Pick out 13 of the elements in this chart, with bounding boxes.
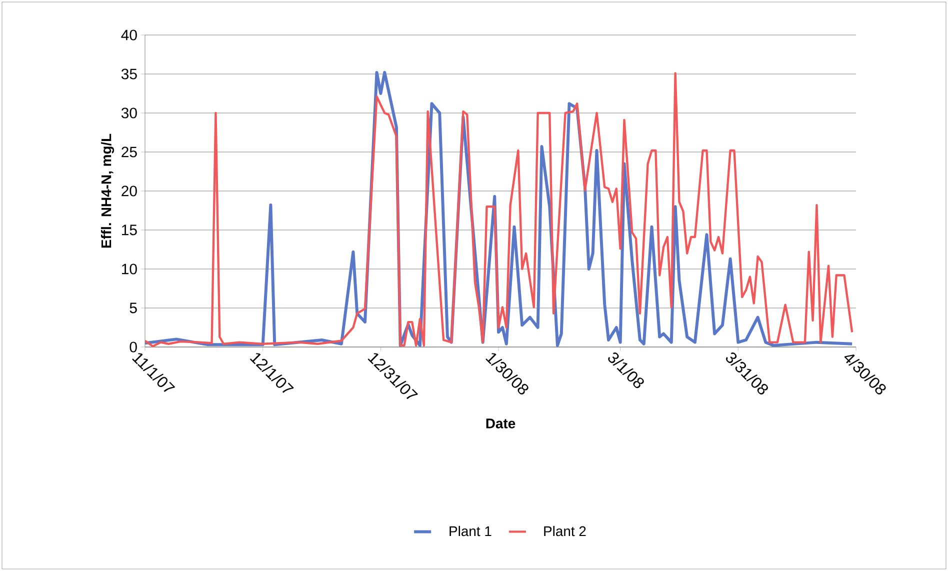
y-tick-label: 5	[130, 302, 137, 314]
y-tick-label: 20	[122, 186, 137, 196]
legend-label: Plant 1	[450, 526, 492, 536]
legend-label: Plant 2	[544, 526, 586, 536]
y-tick-label: 15	[122, 224, 137, 236]
y-tick-label: 35	[121, 68, 137, 80]
y-tick-label: 30	[121, 108, 137, 118]
y-axis-title: Effl. NH4-N, mg/L	[100, 134, 114, 248]
y-tick-label: 0	[130, 342, 137, 352]
y-tick-label: 10	[122, 264, 137, 274]
y-tick-label: 25	[122, 146, 137, 158]
y-tick-label: 40	[121, 30, 137, 40]
x-axis-title: Date	[486, 418, 516, 428]
